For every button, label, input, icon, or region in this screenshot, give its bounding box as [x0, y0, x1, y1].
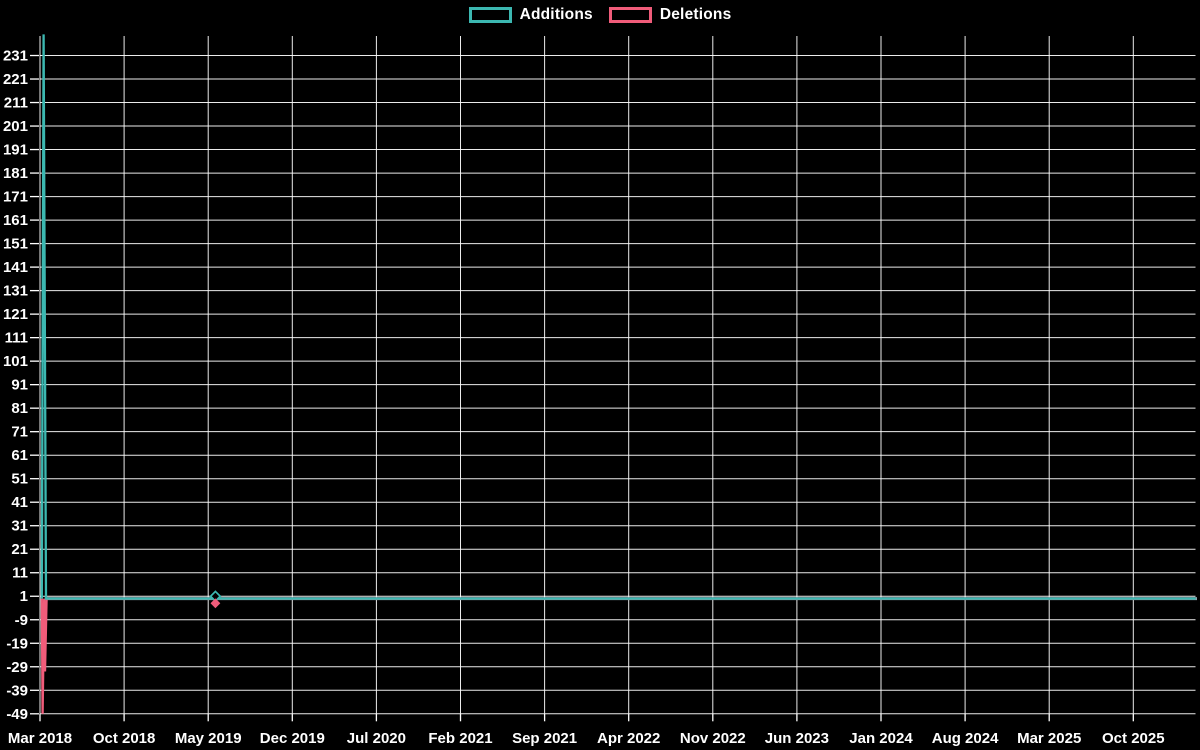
x-tick-label: Apr 2022 — [597, 730, 660, 747]
y-tick-label: 161 — [3, 212, 28, 229]
x-tick-label: Mar 2018 — [8, 730, 72, 747]
y-tick-label: 181 — [3, 165, 28, 182]
y-tick-label: 201 — [3, 118, 28, 135]
x-tick-label: May 2019 — [175, 730, 242, 747]
legend-label-deletions: Deletions — [659, 6, 732, 23]
y-tick-label: 131 — [3, 283, 28, 300]
chart-legend: Additions Deletions — [0, 6, 1200, 24]
deletions-swatch-icon — [608, 7, 652, 23]
x-tick-label: Jan 2024 — [849, 730, 913, 747]
x-tick-label: Dec 2019 — [260, 730, 325, 747]
y-tick-label: 141 — [3, 259, 28, 276]
x-tick-label: Mar 2025 — [1017, 730, 1081, 747]
y-tick-label: 111 — [5, 330, 28, 347]
y-tick-label: 51 — [11, 471, 28, 488]
y-tick-label: 121 — [3, 306, 28, 323]
y-tick-label: 151 — [3, 236, 28, 253]
x-tick-label: Jul 2020 — [347, 730, 406, 747]
y-tick-label: -9 — [15, 612, 28, 629]
y-tick-label: 1 — [20, 588, 28, 605]
y-tick-label: 71 — [11, 424, 28, 441]
y-tick-label: 91 — [11, 377, 28, 394]
legend-item-deletions[interactable]: Deletions — [608, 6, 732, 24]
deletions-marker-diamond-icon — [210, 598, 221, 609]
x-tick-label: Nov 2022 — [680, 730, 746, 747]
additions-swatch-icon — [468, 7, 512, 23]
y-tick-label: -29 — [6, 659, 28, 676]
x-tick-label: Feb 2021 — [428, 730, 492, 747]
legend-item-additions[interactable]: Additions — [468, 6, 593, 24]
x-tick-label: Aug 2024 — [932, 730, 999, 747]
x-tick-label: Oct 2025 — [1102, 730, 1165, 747]
x-tick-label: Sep 2021 — [512, 730, 577, 747]
y-tick-label: 101 — [3, 353, 28, 370]
y-tick-label: 61 — [11, 447, 28, 464]
x-tick-label: Oct 2018 — [93, 730, 156, 747]
x-tick-label: Jun 2023 — [765, 730, 829, 747]
y-tick-label: 221 — [3, 71, 28, 88]
legend-label-additions: Additions — [519, 6, 593, 23]
y-tick-label: 11 — [12, 565, 28, 582]
y-tick-label: 231 — [3, 48, 28, 65]
y-tick-label: 21 — [11, 541, 28, 558]
y-tick-label: 171 — [3, 189, 28, 206]
y-tick-label: -49 — [6, 706, 28, 723]
y-tick-label: 41 — [11, 494, 28, 511]
y-tick-label: 81 — [11, 400, 28, 417]
y-tick-label: -19 — [6, 635, 28, 652]
additions-line — [40, 34, 1196, 600]
y-tick-label: 191 — [3, 142, 28, 159]
y-tick-label: -39 — [6, 682, 28, 699]
deletions-line — [40, 597, 1196, 714]
y-tick-label: 211 — [4, 95, 28, 112]
y-tick-label: 31 — [11, 518, 28, 535]
